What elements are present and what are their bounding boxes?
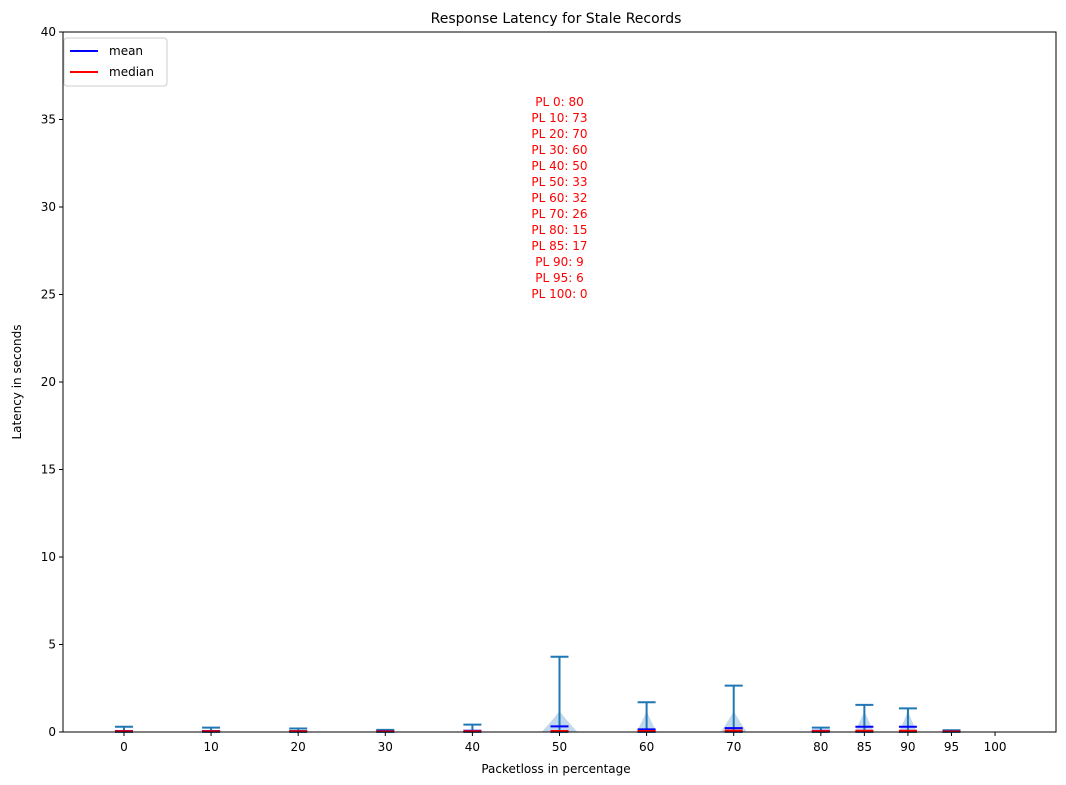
y-tick-label: 30 [41, 200, 56, 214]
violin-70 [720, 684, 747, 733]
annotation-line: PL 30: 60 [531, 143, 587, 157]
annotation-line: PL 50: 33 [531, 175, 587, 189]
x-tick-label: 80 [813, 740, 828, 754]
y-tick-label: 40 [41, 25, 56, 39]
x-tick-label: 10 [203, 740, 218, 754]
violin-80 [811, 726, 830, 733]
violin-95 [942, 729, 961, 733]
x-axis-label: Packetloss in percentage [481, 762, 630, 776]
y-tick-label: 25 [41, 288, 56, 302]
plot-area [114, 655, 961, 733]
x-tick-label: 60 [639, 740, 654, 754]
y-tick-label: 20 [41, 375, 56, 389]
legend-median-label: median [109, 65, 154, 79]
annotation-line: PL 95: 6 [535, 271, 584, 285]
annotation-line: PL 90: 9 [535, 255, 584, 269]
y-axis-label: Latency in seconds [10, 324, 24, 439]
violin-50 [541, 655, 578, 733]
violin-40 [463, 723, 482, 733]
legend-mean-label: mean [109, 44, 143, 58]
annotation-line: PL 85: 17 [531, 239, 587, 253]
x-tick-label: 20 [291, 740, 306, 754]
x-tick-label: 0 [120, 740, 128, 754]
packetloss-count-annotation: PL 0: 80 PL 10: 73 PL 20: 70 PL 30: 60 PL 40… [531, 95, 587, 301]
annotation-line: PL 60: 32 [531, 191, 587, 205]
x-tick-label: 50 [552, 740, 567, 754]
annotation-line: PL 70: 26 [531, 207, 587, 221]
annotation-line: PL 20: 70 [531, 127, 587, 141]
y-tick-label: 0 [48, 725, 56, 739]
annotation-line: PL 40: 50 [531, 159, 587, 173]
x-tick-label: 40 [465, 740, 480, 754]
y-tick-label: 15 [41, 463, 56, 477]
y-tick-label: 35 [41, 113, 56, 127]
x-tick-label: 90 [900, 740, 915, 754]
violin-20 [289, 727, 308, 733]
x-tick-label: 30 [378, 740, 393, 754]
legend: mean median [63, 37, 168, 87]
annotation-line: PL 80: 15 [531, 223, 587, 237]
y-tick-label: 5 [48, 638, 56, 652]
violin-0 [114, 725, 133, 733]
annotation-line: PL 0: 80 [535, 95, 584, 109]
axes: 0 5 10 15 20 25 30 35 40 0 10 20 30 40 50 60 70 80 85 90 95 1… [41, 25, 1007, 754]
violin-10 [202, 726, 221, 733]
annotation-line: PL 100: 0 [531, 287, 587, 301]
violin-60 [636, 701, 657, 733]
violin-90 [898, 707, 917, 733]
x-tick-label: 100 [984, 740, 1007, 754]
violin-85 [854, 703, 875, 733]
x-tick-label: 85 [857, 740, 872, 754]
chart-title: Response Latency for Stale Records [431, 11, 682, 27]
annotation-line: PL 10: 73 [531, 111, 587, 125]
x-tick-label: 95 [944, 740, 959, 754]
y-tick-label: 10 [41, 550, 56, 564]
x-tick-label: 70 [726, 740, 741, 754]
